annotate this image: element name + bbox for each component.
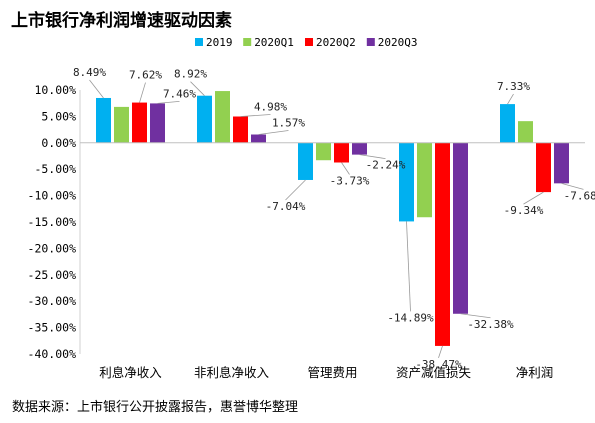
data-label: 7.46%	[163, 87, 196, 100]
bar	[251, 134, 266, 143]
bar	[554, 142, 569, 184]
chart-title: 上市银行净利润增速驱动因素	[11, 11, 232, 31]
data-label-leader	[561, 182, 584, 190]
data-label: -9.34%	[504, 204, 544, 217]
legend-swatch	[243, 38, 252, 46]
bar	[399, 142, 414, 222]
bar	[417, 142, 432, 218]
bar	[435, 142, 450, 346]
bar	[316, 142, 331, 161]
legend-label: 2020Q3	[378, 36, 418, 49]
data-label: 7.62%	[129, 69, 162, 82]
data-label-leader	[240, 114, 271, 117]
source-note: 数据来源：上市银行公开披露报告，惠誉博华整理	[12, 400, 299, 415]
bar	[233, 116, 248, 143]
data-label-leader	[523, 191, 544, 205]
y-tick-label: -30.00%	[28, 294, 77, 308]
x-category-label: 管理费用	[307, 365, 357, 380]
data-label-leader	[285, 179, 306, 201]
legend-label: 2019	[206, 36, 233, 49]
bar	[197, 95, 212, 143]
data-label: -2.24%	[366, 159, 406, 172]
data-label: 8.92%	[174, 68, 207, 81]
bar	[298, 142, 313, 180]
data-label-leader	[406, 221, 411, 312]
data-label: -38.47%	[415, 358, 462, 371]
bar	[96, 97, 111, 143]
y-tick-label: 5.00%	[41, 109, 76, 123]
data-label: 4.98%	[254, 101, 287, 114]
legend-label: 2020Q1	[254, 36, 294, 49]
data-label-leader	[258, 130, 289, 135]
data-label: 8.49%	[73, 66, 106, 79]
data-label: 7.33%	[497, 80, 530, 93]
bar	[453, 142, 468, 314]
y-tick-label: -35.00%	[28, 321, 77, 335]
x-category-label: 非利息净收入	[194, 365, 270, 380]
bar	[500, 104, 515, 143]
data-label: -7.68%	[564, 189, 595, 202]
data-label-leader	[190, 81, 205, 96]
bar	[352, 142, 367, 155]
x-category-label: 资产减值损失	[396, 365, 472, 380]
data-label-leader	[139, 82, 146, 103]
y-tick-label: -25.00%	[28, 268, 77, 282]
data-label: 1.57%	[272, 117, 305, 130]
data-label-leader	[460, 313, 491, 319]
bar	[132, 102, 147, 143]
y-tick-label: -5.00%	[34, 162, 76, 176]
data-label: -3.73%	[330, 174, 370, 187]
data-label: -32.38%	[467, 318, 514, 331]
x-category-label: 利息净收入	[99, 365, 162, 380]
data-label-leader	[341, 162, 350, 175]
y-tick-label: 0.00%	[41, 136, 76, 150]
bar	[334, 142, 349, 163]
y-tick-label: -15.00%	[28, 215, 77, 229]
legend-swatch	[305, 38, 313, 46]
data-label-leader	[157, 101, 180, 104]
data-label-leader	[507, 93, 514, 105]
y-tick-label: -20.00%	[28, 241, 77, 255]
y-tick-label: -40.00%	[28, 347, 77, 361]
data-label-leader	[359, 154, 386, 160]
bar	[150, 103, 165, 143]
data-label: -7.04%	[266, 200, 306, 213]
legend-swatch	[366, 38, 375, 46]
legend-label: 2020Q2	[316, 36, 356, 49]
bar	[518, 121, 533, 143]
data-label-leader	[89, 79, 104, 99]
bar	[215, 91, 230, 143]
bar	[114, 106, 129, 143]
data-label-leader	[438, 345, 443, 359]
data-label: -14.89%	[387, 311, 434, 324]
legend-swatch	[195, 38, 203, 46]
y-tick-label: 10.00%	[34, 83, 76, 97]
x-category-label: 净利润	[516, 365, 554, 380]
y-tick-label: -10.00%	[28, 189, 77, 203]
bar	[536, 142, 551, 193]
